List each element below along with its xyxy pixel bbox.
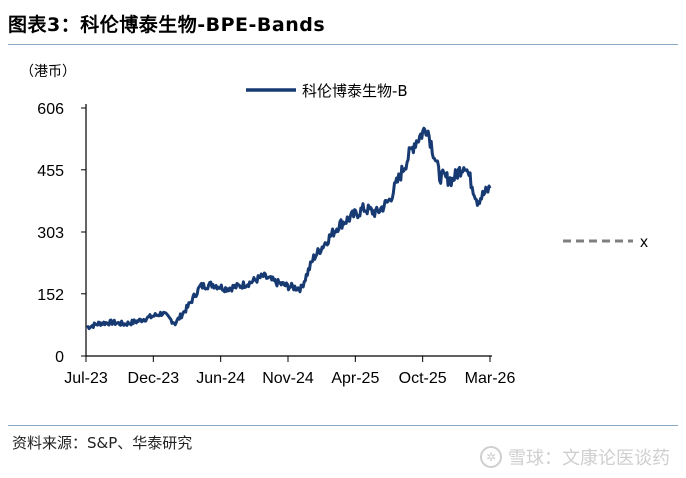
x-tick-label: Jun-24 xyxy=(196,370,245,387)
y-tick-label: 303 xyxy=(37,225,64,242)
x-tick-label: Mar-26 xyxy=(465,370,516,387)
top-rule xyxy=(8,44,678,45)
legend-label-x: x xyxy=(640,234,648,251)
legend-x: x xyxy=(563,234,648,251)
figure-title: 图表3：科伦博泰生物-BPE-Bands xyxy=(8,10,325,37)
x-tick-label: Jul-23 xyxy=(64,370,108,387)
figure-title-text: 科伦博泰生物-BPE-Bands xyxy=(80,14,326,36)
watermark-text: 雪球：文康论医谈药 xyxy=(508,448,670,469)
y-tick-label: 455 xyxy=(37,163,64,180)
x-tick-label: Oct-25 xyxy=(399,370,447,387)
y-tick-label: 606 xyxy=(37,101,64,118)
x-axis-ticks: Jul-23 Dec-23 Jun-24 Nov-24 Apr-25 Oct-25 Mar-… xyxy=(64,356,515,387)
bottom-rule xyxy=(8,425,678,426)
y-axis-ticks: 0 152 303 455 606 xyxy=(37,101,86,366)
y-tick-label: 0 xyxy=(55,349,64,366)
x-tick-label: Nov-24 xyxy=(262,370,314,387)
source-note: 资料来源：S&P、华泰研究 xyxy=(12,434,193,452)
legend-label-main: 科伦博泰生物-B xyxy=(302,82,408,100)
legend: 科伦博泰生物-B xyxy=(246,82,408,100)
x-tick-label: Dec-23 xyxy=(128,370,180,387)
snowball-logo-icon: ✲ xyxy=(480,446,502,468)
figure-label: 图表3： xyxy=(8,14,81,36)
x-tick-label: Apr-25 xyxy=(331,370,379,387)
watermark: ✲ 雪球：文康论医谈药 xyxy=(480,444,670,470)
unit-label: （港币） xyxy=(20,64,76,80)
line-chart: （港币） 科伦博泰生物-B x 0 152 303 455 606 Jul-23 Dec-… xyxy=(20,64,648,387)
series-line-main xyxy=(86,126,492,331)
y-tick-label: 152 xyxy=(37,287,64,304)
